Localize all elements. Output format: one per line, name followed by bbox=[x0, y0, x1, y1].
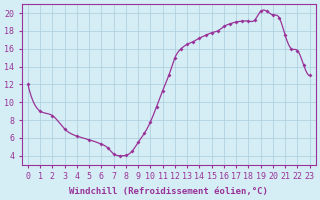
X-axis label: Windchill (Refroidissement éolien,°C): Windchill (Refroidissement éolien,°C) bbox=[69, 187, 268, 196]
